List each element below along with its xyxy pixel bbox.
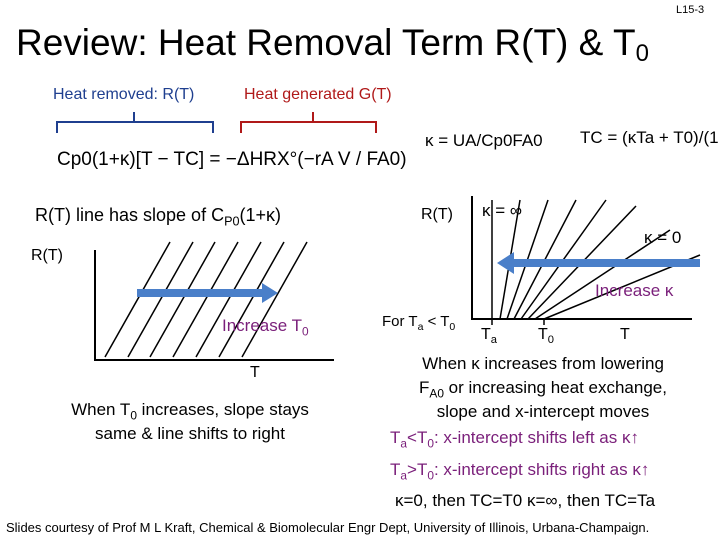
left-arrow bbox=[137, 283, 278, 303]
slope-text: R(T) line has slope of CP0(1+κ) bbox=[35, 205, 281, 229]
left-plot-axes bbox=[94, 250, 334, 361]
tick-t0: T0 bbox=[538, 326, 555, 347]
left-arrow-label: Increase T0 bbox=[222, 316, 309, 339]
brace-heat-removed bbox=[56, 112, 214, 133]
equation-kappa: κ = UA/Cp0FA0 bbox=[425, 131, 543, 150]
kappa-zero-label: κ = 0 bbox=[644, 228, 682, 247]
right-y-label: R(T) bbox=[421, 206, 453, 223]
right-caption-line3: slope and x-intercept moves bbox=[436, 402, 650, 421]
right-plot-axes bbox=[471, 196, 692, 320]
right-arrow-label: Increase κ bbox=[595, 281, 674, 300]
left-caption-line1: When T0 increases, slope stays bbox=[71, 400, 309, 423]
left-caption-line2: same & line shifts to right bbox=[95, 424, 285, 443]
right-caption-line4: Ta<T0: x-intercept shifts left as κ↑ bbox=[390, 428, 639, 451]
equation-main: Cp0(1+κ)[T − TC] = −ΔHRX°(−rA V / FA0) bbox=[57, 149, 407, 170]
kappa-infinity-label: κ = ∞ bbox=[482, 201, 522, 220]
left-plot-lines bbox=[104, 241, 308, 358]
label-heat-generated: Heat generated G(T) bbox=[244, 86, 392, 103]
left-x-label: T bbox=[250, 364, 260, 381]
left-y-label: R(T) bbox=[31, 247, 63, 264]
page-title: Review: Heat Removal Term R(T) & T0 bbox=[16, 22, 649, 67]
page-number: L15-3 bbox=[676, 4, 705, 16]
right-arrow bbox=[497, 252, 700, 274]
for-ta-label: For Ta < T0 bbox=[382, 313, 456, 333]
tick-t: T bbox=[620, 326, 630, 343]
tick-ta: Ta bbox=[481, 326, 498, 347]
label-heat-removed: Heat removed: R(T) bbox=[53, 86, 195, 103]
right-caption-line6: κ=0, then TC=T0 κ=∞, then TC=Ta bbox=[395, 491, 656, 510]
footer-credit: Slides courtesy of Prof M L Kraft, Chemi… bbox=[6, 520, 650, 535]
brace-heat-generated bbox=[240, 112, 377, 133]
right-caption-line2: FA0 or increasing heat exchange, bbox=[419, 378, 667, 401]
right-caption-line1: When κ increases from lowering bbox=[422, 354, 664, 373]
equation-tc: TC = (κTa + T0)/(1 + κ) bbox=[580, 128, 720, 147]
right-caption-line5: Ta>T0: x-intercept shifts right as κ↑ bbox=[390, 460, 650, 483]
